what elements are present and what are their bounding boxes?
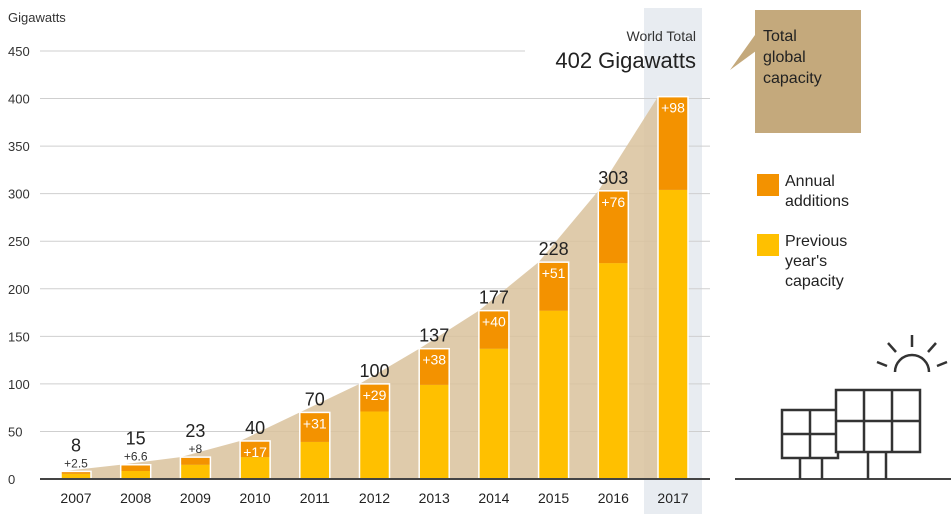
bar-previous-capacity <box>419 384 450 479</box>
addition-label: +76 <box>601 194 625 210</box>
total-label: 70 <box>305 389 325 409</box>
y-tick-label: 450 <box>8 44 30 59</box>
total-label: 303 <box>598 168 628 188</box>
x-tick-label: 2014 <box>478 490 509 506</box>
legend-swatch-previous <box>757 234 779 256</box>
total-label: 40 <box>245 418 265 438</box>
legend-item-previous: Previous year's capacity <box>757 232 847 292</box>
world-total-label: World Total <box>626 28 696 44</box>
y-tick-label: 0 <box>8 472 15 487</box>
bar-annual-addition <box>598 190 629 264</box>
y-tick-label: 350 <box>8 139 30 154</box>
bar-annual-addition <box>180 457 211 465</box>
total-label: 177 <box>479 288 509 308</box>
total-label: 100 <box>359 361 389 381</box>
bar-previous-capacity <box>120 471 151 479</box>
legend-label: year's <box>785 253 828 270</box>
x-tick-label: 2008 <box>120 490 151 506</box>
x-tick-label: 2016 <box>598 490 629 506</box>
x-tick-label: 2007 <box>60 490 91 506</box>
y-tick-label: 400 <box>8 92 30 107</box>
bar-annual-addition <box>240 440 271 458</box>
bar-previous-capacity <box>299 441 330 479</box>
total-label: 228 <box>539 239 569 259</box>
addition-label: +40 <box>482 314 506 330</box>
x-tick-label: 2010 <box>240 490 271 506</box>
legend-label: Annual <box>785 173 835 190</box>
bar-annual-addition <box>299 412 330 442</box>
addition-label: +2.5 <box>64 456 88 470</box>
addition-label: +31 <box>303 415 327 431</box>
total-label: 23 <box>185 421 205 441</box>
world-total-value: 402 Gigawatts <box>555 48 696 73</box>
addition-label: +38 <box>422 352 446 368</box>
bar-annual-addition <box>61 471 91 474</box>
total-label: 8 <box>71 435 81 455</box>
callout-line: Total <box>763 28 797 45</box>
addition-label: +17 <box>243 444 267 460</box>
addition-label: +8 <box>189 442 203 456</box>
bar-annual-addition <box>658 96 688 190</box>
bar-annual-addition <box>478 310 509 349</box>
bar-previous-capacity <box>598 263 629 479</box>
x-tick-label: 2011 <box>300 490 330 506</box>
legend-label: Previous <box>785 233 848 250</box>
labels: 2007 +2.58 2008 +6.615 2009 +823 2010 +17 40 2011… <box>60 100 688 506</box>
y-axis-title: Gigawatts <box>8 10 66 25</box>
bar-previous-capacity <box>180 464 211 479</box>
callout-line: capacity <box>763 70 822 87</box>
y-tick-label: 300 <box>8 187 30 202</box>
y-tick-label: 150 <box>8 329 30 344</box>
x-tick-label: 2013 <box>419 490 450 506</box>
y-tick-label: 250 <box>8 234 30 249</box>
x-tick-label: 2009 <box>180 490 211 506</box>
callout-line: global <box>763 49 806 66</box>
x-tick-label: 2012 <box>359 490 390 506</box>
growth-area <box>61 96 688 480</box>
y-tick-label: 50 <box>8 424 22 439</box>
bar-previous-capacity <box>538 310 569 479</box>
legend-swatch-additions <box>757 174 779 196</box>
x-tick-label: 2015 <box>538 490 569 506</box>
bar-previous-capacity <box>658 189 688 479</box>
total-label: 15 <box>126 429 146 449</box>
bar-previous-capacity <box>61 473 91 479</box>
addition-label: +51 <box>542 265 566 281</box>
addition-label: +29 <box>363 387 387 403</box>
bar-previous-capacity <box>240 457 271 479</box>
addition-label: +98 <box>661 100 685 116</box>
bar-annual-addition <box>120 464 151 472</box>
legend-label: capacity <box>785 273 844 290</box>
y-tick-label: 200 <box>8 282 30 297</box>
bar-previous-capacity <box>359 411 390 479</box>
bar-annual-addition <box>419 348 450 385</box>
bar-annual-addition <box>538 262 569 311</box>
x-tick-label: 2017 <box>657 490 688 506</box>
addition-label: +6.6 <box>124 450 148 464</box>
legend-item-additions: Annual additions <box>757 172 849 212</box>
total-capacity-callout: Total global capacity <box>755 10 861 133</box>
solar-panels-sun-icon <box>780 335 948 479</box>
bar-previous-capacity <box>478 348 509 479</box>
bar-annual-addition <box>359 383 390 412</box>
legend-label: additions <box>785 193 850 210</box>
callout-pointer <box>730 28 760 70</box>
total-label: 137 <box>419 326 449 346</box>
y-tick-label: 100 <box>8 377 30 392</box>
